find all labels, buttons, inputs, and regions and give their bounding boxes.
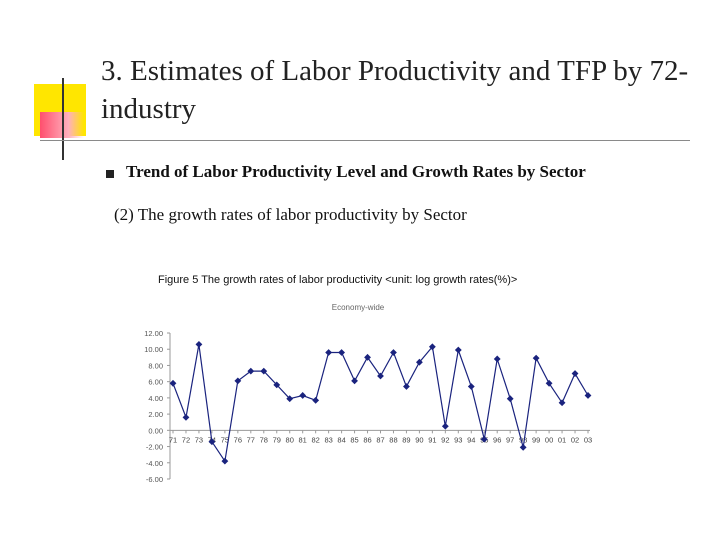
data-point (351, 377, 358, 385)
data-point (480, 435, 488, 443)
x-tick-group: 7172737475767778798081828384858687888990… (169, 430, 592, 444)
data-point (273, 381, 281, 389)
x-tick-label: 79 (273, 435, 281, 444)
data-point (454, 346, 462, 354)
x-tick-label: 94 (467, 435, 475, 444)
x-tick-label: 98 (519, 435, 527, 444)
data-point (558, 399, 566, 407)
x-tick-label: 71 (169, 435, 177, 444)
x-tick-label: 88 (389, 435, 397, 444)
data-point (182, 413, 190, 421)
line-chart: Economy-wide 12.00 10.00 8.00 6.00 4.00 2.00 0… (144, 303, 592, 484)
series-markers (169, 340, 592, 465)
figure-caption: Figure 5 The growth rates of labor produ… (158, 274, 518, 286)
x-tick-label: 01 (558, 435, 566, 444)
data-point (286, 395, 294, 403)
x-tick-label: 84 (337, 435, 345, 444)
y-tick-label: 2.00 (148, 410, 163, 419)
x-tick-label: 97 (506, 435, 514, 444)
y-tick-label: 10.00 (144, 345, 163, 354)
data-point (247, 367, 255, 375)
y-tick-label: 8.00 (148, 361, 163, 370)
data-point (571, 370, 579, 377)
x-tick-label: 89 (402, 435, 410, 444)
data-point (506, 395, 514, 403)
data-point (208, 438, 216, 446)
chart-title: Economy-wide (332, 303, 385, 312)
bullet-text: Trend of Labor Productivity Level and Gr… (126, 162, 586, 181)
data-point (221, 457, 229, 465)
data-point (403, 383, 410, 390)
slide-title: 3. Estimates of Labor Productivity and T… (101, 55, 689, 125)
data-point (441, 422, 449, 430)
data-point (325, 349, 333, 356)
y-tick-label: 0.00 (148, 426, 163, 435)
y-tick-label: 4.00 (148, 394, 163, 403)
data-point (416, 358, 423, 366)
data-point (584, 392, 592, 399)
data-point (338, 349, 345, 356)
x-tick-label: 96 (493, 435, 501, 444)
data-point (312, 396, 320, 404)
data-point (519, 443, 527, 451)
x-tick-label: 83 (324, 435, 332, 444)
x-tick-label: 93 (454, 435, 462, 444)
data-point (260, 367, 268, 375)
sub-bullet-text: (2) The growth rates of labor productivi… (114, 205, 467, 224)
y-tick-group: 12.00 10.00 8.00 6.00 4.00 2.00 0.00 -2.00 -4.00… (144, 329, 170, 484)
x-tick-label: 03 (584, 435, 592, 444)
x-tick-label: 91 (428, 435, 436, 444)
data-point (493, 355, 501, 363)
x-tick-label: 00 (545, 435, 553, 444)
data-point (299, 392, 307, 399)
x-tick-label: 86 (363, 435, 371, 444)
y-tick-label: -6.00 (146, 475, 163, 484)
data-point (390, 349, 397, 356)
x-tick-label: 02 (571, 435, 579, 444)
data-point (195, 340, 203, 348)
y-tick-label: 12.00 (144, 329, 163, 338)
data-point (364, 353, 371, 361)
x-tick-label: 92 (441, 435, 449, 444)
x-tick-label: 73 (195, 435, 203, 444)
data-point (234, 377, 242, 385)
x-tick-label: 76 (234, 435, 242, 444)
data-point (377, 372, 384, 380)
x-tick-label: 77 (247, 435, 255, 444)
data-point (428, 343, 436, 351)
x-tick-label: 72 (182, 435, 190, 444)
y-tick-label: 6.00 (148, 378, 163, 387)
x-tick-label: 90 (415, 435, 423, 444)
y-tick-label: -2.00 (146, 443, 163, 452)
decor-vertical-line (62, 78, 64, 160)
x-tick-label: 82 (311, 435, 319, 444)
y-tick-label: -4.00 (146, 459, 163, 468)
x-tick-label: 78 (260, 435, 268, 444)
x-tick-label: 99 (532, 435, 540, 444)
data-point (532, 354, 540, 362)
x-tick-label: 75 (221, 435, 229, 444)
title-underline (40, 140, 690, 141)
data-point (169, 379, 177, 387)
x-tick-label: 87 (376, 435, 384, 444)
data-point (545, 379, 553, 387)
x-tick-label: 80 (286, 435, 294, 444)
bullet-square-icon (106, 170, 114, 178)
x-tick-label: 85 (350, 435, 358, 444)
data-point (467, 383, 475, 390)
x-tick-label: 81 (299, 435, 307, 444)
